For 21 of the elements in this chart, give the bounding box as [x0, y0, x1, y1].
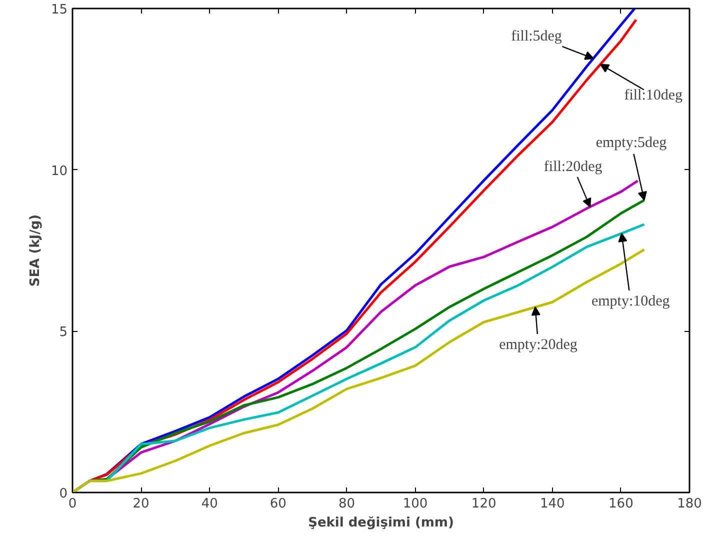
annotation: empty:10deg [591, 293, 670, 310]
annotation: empty:20deg [499, 336, 578, 353]
x-tick-label: 160 [608, 496, 634, 512]
annotation: empty:5deg [596, 135, 668, 152]
x-tick-label: 100 [402, 496, 428, 512]
y-axis-title: SEA (kJ/g) [28, 214, 43, 287]
annotation: fill:5deg [511, 28, 562, 45]
y-tick-label: 10 [50, 164, 68, 179]
annotation: fill:10deg [624, 87, 684, 104]
x-tick-label: 180 [677, 496, 702, 512]
annotation: fill:20deg [544, 158, 603, 175]
x-tick-label: 140 [540, 496, 565, 512]
x-tick-label: 20 [132, 496, 150, 512]
x-tick-label: 40 [201, 496, 218, 512]
x-tick-label: 60 [270, 496, 286, 512]
y-tick-label: 0 [59, 486, 68, 502]
y-tick-label: 5 [59, 325, 68, 340]
x-axis-title: Şekil değişimi (mm) [308, 516, 454, 530]
x-tick-label: 120 [471, 496, 496, 512]
y-tick-label: 15 [50, 2, 68, 18]
x-tick-label: 80 [338, 496, 355, 512]
